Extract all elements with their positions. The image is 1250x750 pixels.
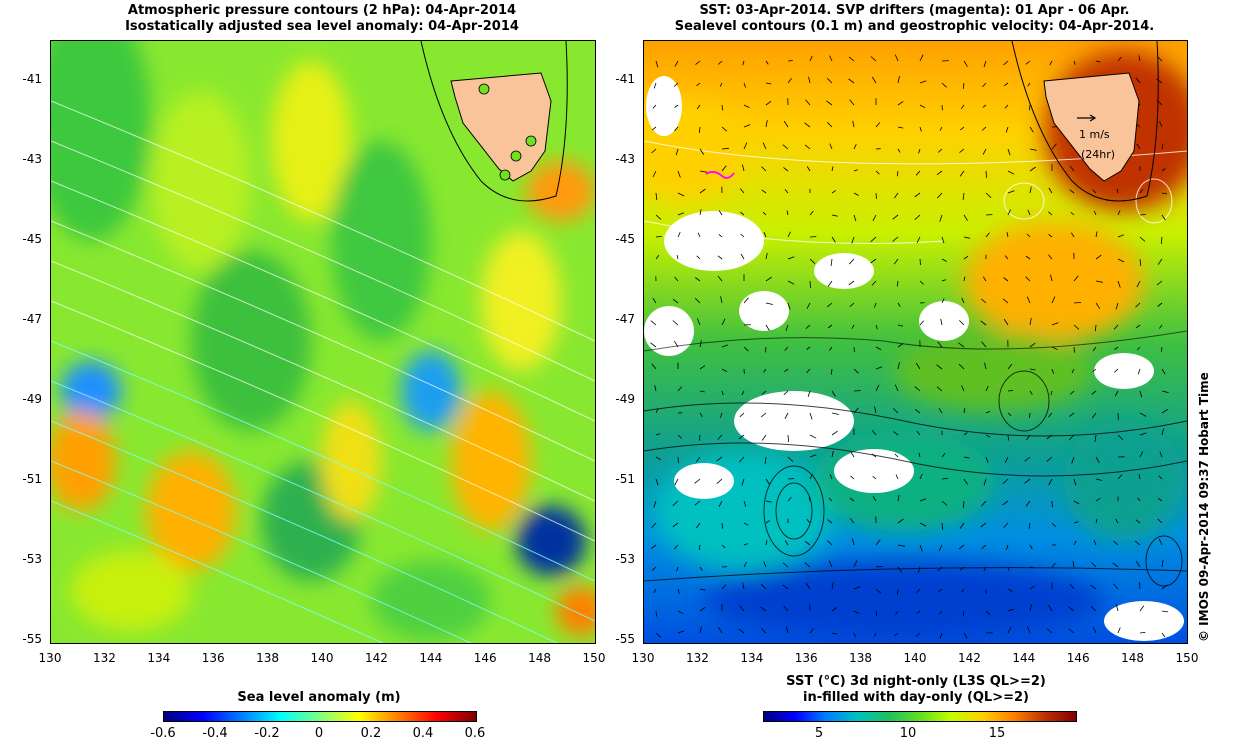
- left-lat-tick: -41: [22, 72, 42, 86]
- right-lon-tick: 138: [849, 651, 873, 665]
- left-colorbar-tick: -0.6: [150, 726, 176, 741]
- left-title-line1: Atmospheric pressure contours (2 hPa): 0…: [127, 3, 517, 18]
- left-lat-tick: -55: [22, 632, 42, 646]
- left-lon-tick: 150: [582, 651, 606, 665]
- scale-sub: (24hr): [1081, 148, 1115, 161]
- left-colorbar-tick: 0: [314, 726, 324, 741]
- sst-field: 1 m/s (24hr): [644, 41, 1187, 643]
- left-lon-tick: 132: [92, 651, 116, 665]
- left-colorbar-label: Sea level anomaly (m): [237, 690, 401, 705]
- right-lat-tick: -43: [615, 152, 635, 166]
- sea-level-anomaly-field: [51, 41, 595, 643]
- right-lat-tick: -47: [615, 312, 635, 326]
- left-lon-tick: 138: [256, 651, 280, 665]
- left-lat-tick: -43: [22, 152, 42, 166]
- left-lon-tick: 142: [364, 651, 388, 665]
- right-colorbar-label-line1: SST (°C) 3d night-only (L3S QL>=2): [786, 674, 1046, 689]
- right-colorbar-label-line2: in-filled with day-only (QL>=2): [802, 690, 1029, 705]
- left-lat-tick: -49: [22, 392, 42, 406]
- right-lat-tick: -41: [615, 72, 635, 86]
- right-lon-tick: 144: [1012, 651, 1036, 665]
- right-lon-tick: 146: [1066, 651, 1090, 665]
- right-lat-tick: -51: [615, 472, 635, 486]
- right-lon-tick: 136: [794, 651, 818, 665]
- geostrophic-velocity-arrows: [650, 54, 1169, 639]
- left-lon-tick: 148: [528, 651, 552, 665]
- drifter-marker: [510, 150, 522, 162]
- right-colorbar-tick: 10: [899, 726, 917, 741]
- right-title-line2: Sealevel contours (0.1 m) and geostrophi…: [674, 19, 1155, 34]
- imos-credit: © IMOS 09-Apr-2014 09:37 Hobart Time: [1197, 372, 1211, 642]
- left-sea-level-map[interactable]: [50, 40, 596, 644]
- right-lat-tick: -45: [615, 232, 635, 246]
- left-lat-tick: -45: [22, 232, 42, 246]
- right-lon-tick: 142: [957, 651, 981, 665]
- right-lon-tick: 150: [1175, 651, 1199, 665]
- right-colorbar: [763, 711, 1077, 722]
- left-colorbar: [163, 711, 477, 722]
- left-colorbar-tick: 0.4: [412, 726, 434, 741]
- right-lat-tick: -55: [615, 632, 635, 646]
- velocity-scale: 1 m/s (24hr): [1077, 114, 1115, 161]
- drifter-track: [705, 171, 735, 179]
- tasmania-land: [450, 72, 552, 182]
- left-lat-tick: -47: [22, 312, 42, 326]
- left-lon-tick: 130: [38, 651, 62, 665]
- left-lon-tick: 134: [147, 651, 171, 665]
- drifter-marker: [499, 169, 511, 181]
- left-lon-tick: 144: [419, 651, 443, 665]
- scale-label: 1 m/s: [1079, 128, 1110, 141]
- right-lon-tick: 148: [1121, 651, 1145, 665]
- right-title-line1: SST: 03-Apr-2014. SVP drifters (magenta)…: [699, 3, 1130, 18]
- drifter-marker: [478, 83, 490, 95]
- left-colorbar-tick: 0.6: [464, 726, 486, 741]
- tasmania-land: [1043, 72, 1140, 182]
- right-lon-tick: 140: [903, 651, 927, 665]
- left-colorbar-tick: -0.4: [202, 726, 228, 741]
- right-lat-tick: -49: [615, 392, 635, 406]
- right-lat-tick: -53: [615, 552, 635, 566]
- right-lon-tick: 132: [685, 651, 709, 665]
- right-lon-tick: 134: [740, 651, 764, 665]
- left-lon-tick: 140: [310, 651, 334, 665]
- left-lon-tick: 136: [201, 651, 225, 665]
- right-lon-tick: 130: [631, 651, 655, 665]
- right-colorbar-tick: 15: [988, 726, 1006, 741]
- left-lat-tick: -51: [22, 472, 42, 486]
- right-colorbar-tick: 5: [814, 726, 824, 741]
- left-colorbar-tick: 0.2: [360, 726, 382, 741]
- left-colorbar-tick: -0.2: [254, 726, 280, 741]
- left-lon-tick: 146: [473, 651, 497, 665]
- right-sst-map[interactable]: 1 m/s (24hr): [643, 40, 1188, 644]
- drifter-marker: [525, 135, 537, 147]
- left-lat-tick: -53: [22, 552, 42, 566]
- left-title-line2: Isostatically adjusted sea level anomaly…: [125, 19, 519, 34]
- sst-isotherm: [644, 330, 1187, 352]
